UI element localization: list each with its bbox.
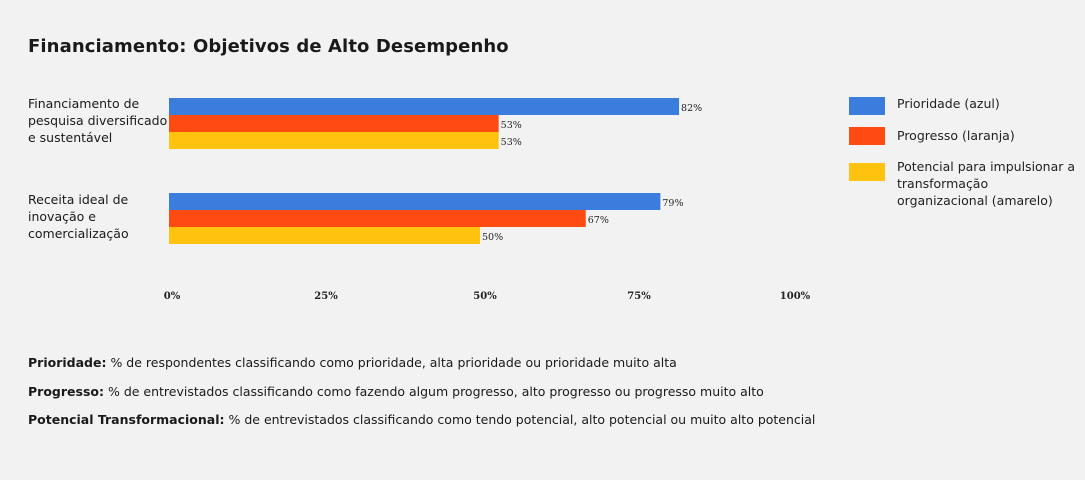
definition-term: Progresso: (28, 383, 104, 399)
definition-text: % de respondentes classificando como pri… (110, 355, 677, 370)
legend-swatch-progresso (849, 127, 885, 145)
bar-1-1 (169, 98, 680, 115)
data-label-2-2: 67% (588, 215, 609, 226)
data-label-2-3: 50% (482, 232, 503, 243)
x-tick-label: 50% (473, 291, 497, 302)
x-tick-label: 100% (780, 291, 811, 302)
data-label-1-3: 53% (501, 137, 522, 148)
definition-term: Potencial Transformacional: (28, 412, 225, 427)
bar-2-2 (169, 210, 586, 227)
x-tick-label: 0% (164, 291, 181, 302)
x-tick-label: 25% (314, 291, 338, 302)
definition-text: % de entrevistados classificando como fa… (107, 383, 764, 399)
bar-2-3 (169, 227, 480, 244)
legend-label-progresso: Progresso (laranja) (897, 128, 1015, 143)
category-label-1: Financiamento de pesquisa diversificado … (28, 96, 168, 145)
legend-label-prioridade: Prioridade (azul) (897, 96, 1000, 111)
definitions: Prioridade: % de respondentes classifica… (28, 349, 815, 435)
legend-swatch-prioridade (849, 97, 885, 115)
bar-2-1 (169, 193, 661, 210)
chart-title: Financiamento: Objetivos de Alto Desempe… (28, 36, 509, 57)
bar-1-3 (169, 132, 499, 149)
x-tick-label: 75% (627, 291, 651, 302)
definition-prioridade: Prioridade: % de respondentes classifica… (28, 349, 815, 378)
definition-term: Prioridade: (28, 355, 107, 370)
definition-potencial: Potencial Transformacional: % de entrevi… (28, 406, 815, 435)
data-label-1-1: 82% (681, 103, 702, 114)
bar-1-2 (169, 115, 499, 132)
legend-label-potencial: Potencial para impulsionar a transformaç… (897, 159, 1076, 208)
legend-swatch-potencial (849, 163, 885, 181)
definition-text: % de entrevistados classificando como te… (228, 412, 816, 427)
definition-progresso: Progresso: % de entrevistados classifica… (28, 378, 815, 407)
data-label-1-2: 53% (501, 120, 522, 131)
data-label-2-1: 79% (662, 198, 683, 209)
category-label-2: Receita ideal de inovação e comercializa… (28, 192, 129, 241)
